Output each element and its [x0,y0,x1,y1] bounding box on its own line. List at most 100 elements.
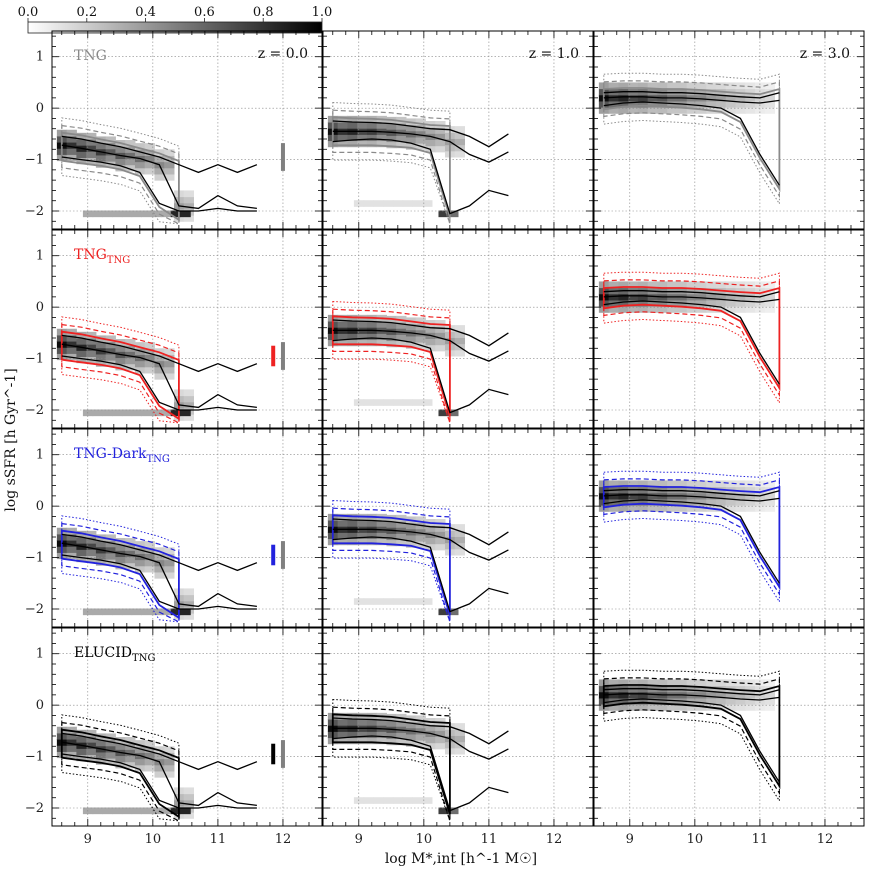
heatmap-cell [66,135,77,143]
heatmap-cell [180,807,191,815]
heatmap-cell [637,82,649,90]
heatmap-cell [628,492,639,500]
heatmap-cell [183,588,195,596]
heatmap-cell [151,807,162,815]
median-line-p16 [332,536,509,613]
median-line-median [61,144,257,210]
heatmap-cell [696,287,707,295]
heatmap-cell [657,505,668,512]
heatmap-cell [86,729,97,737]
heatmap-cell [337,737,348,745]
heatmap-cell [170,210,181,218]
heatmap-cell [647,107,658,114]
heatmap-cell [115,761,126,769]
heatmap-cell [696,685,707,693]
heatmap-cell [637,704,649,711]
heatmap-cell [735,505,746,512]
heatmap-cell [647,505,658,512]
heatmap-cell [151,409,162,417]
heatmap-cell [438,409,449,417]
heatmap-cell [637,299,649,307]
heatmap-cell [144,149,155,156]
heatmap-cell [745,287,756,295]
heatmap-cell [745,704,756,711]
x-tick-label: 12 [275,832,292,847]
heatmap-cell [183,812,195,819]
heatmap-cell [141,807,152,815]
heatmap-cell [357,737,368,745]
heatmap-cell [657,281,668,289]
heatmap-cell [86,139,97,146]
heatmap-cell [164,348,175,355]
heatmap-cell [435,121,446,128]
heatmap-cell [647,306,658,313]
heatmap-cell [183,190,195,198]
heatmap-cell [435,145,446,153]
x-tick-label: 9 [84,832,92,847]
heatmap-cell [696,306,707,313]
heatmap-cell [637,505,649,512]
heatmap-cell [435,338,446,346]
heatmap-cell [121,807,133,815]
heatmap-cell [376,532,387,540]
heatmap-cell [454,530,466,537]
heatmap-cell [745,486,756,494]
heatmap-cell [618,94,629,102]
heatmap-cell [125,749,136,757]
heatmap-cell [715,492,727,500]
heatmap-cell [402,598,413,605]
heatmap-cell [105,540,116,548]
heatmap-cell [102,807,113,815]
heatmap-cell [415,136,426,144]
median-line-median [332,727,509,760]
heatmap-cell [164,155,175,163]
heatmap-cell [435,531,446,539]
heatmap-cell [686,480,697,488]
heatmap-cell [425,736,436,744]
heatmap-cell [337,321,348,328]
heatmap-cell [134,342,146,349]
heatmap-cell [105,136,116,144]
heatmap-cell [125,164,136,172]
heatmap-cell [706,299,717,307]
heatmap-cell [376,122,387,129]
heatmap-cell [454,126,466,133]
heatmap-cell [618,505,629,512]
heatmap-cell [657,88,668,96]
heatmap-cell [637,679,649,687]
heatmap-cell [706,82,717,90]
heatmap-cell [667,697,678,705]
heatmap-cell [435,525,446,532]
contours [602,271,781,405]
heatmap-cell [396,514,407,522]
heatmap-cell [337,520,348,527]
heatmap-cell [706,498,717,506]
heatmap-cell [715,94,727,102]
heatmap-cell [438,608,449,616]
panel-TNG-z1: z = 1.0 [322,30,594,230]
heatmap-cell [373,399,384,406]
heatmap-cell [170,409,181,417]
heatmap-cell [706,685,717,693]
y-tick-label: 0 [36,300,44,315]
heatmap-cell [735,492,746,500]
heatmap-cell [715,299,727,307]
heatmap-cell [125,538,136,545]
contour-line [61,117,180,225]
heatmap-cell [76,549,87,557]
heatmap-cell [415,715,426,723]
colorbar: 0.0 0.2 0.4 0.6 0.8 1.0 [18,5,332,34]
median-line-p84 [332,120,509,148]
y-tick-label: −1 [25,352,44,367]
heatmap-cell [735,100,746,108]
heatmap-cell [438,210,449,218]
y-tick-label: −2 [25,801,44,816]
heatmap-cell [183,414,195,421]
heatmap-cell [366,333,378,341]
heatmap-cell [386,322,397,329]
heatmap-cell [115,158,126,166]
heatmap-cell [422,200,433,207]
heatmap-cell [755,697,766,705]
heatmap-cell [337,731,348,739]
heatmap-cell [745,492,756,500]
